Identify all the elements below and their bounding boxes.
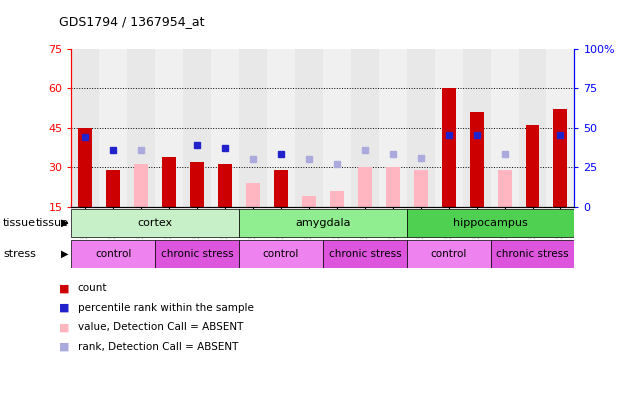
Bar bbox=[379, 49, 407, 207]
Text: ■: ■ bbox=[59, 303, 70, 313]
Bar bbox=[274, 170, 288, 207]
Bar bbox=[239, 49, 267, 207]
Text: chronic stress: chronic stress bbox=[161, 249, 233, 258]
Text: GDS1794 / 1367954_at: GDS1794 / 1367954_at bbox=[59, 15, 204, 28]
Text: chronic stress: chronic stress bbox=[496, 249, 569, 258]
Bar bbox=[414, 170, 428, 207]
Text: stress: stress bbox=[3, 249, 36, 258]
Bar bbox=[211, 49, 239, 207]
Text: rank, Detection Call = ABSENT: rank, Detection Call = ABSENT bbox=[78, 342, 238, 352]
Text: cortex: cortex bbox=[138, 218, 173, 228]
Bar bbox=[435, 49, 463, 207]
Bar bbox=[358, 167, 372, 207]
Bar bbox=[71, 209, 239, 237]
Bar bbox=[491, 239, 574, 268]
Bar bbox=[246, 183, 260, 207]
Bar bbox=[386, 167, 400, 207]
Bar bbox=[127, 49, 155, 207]
Bar bbox=[407, 209, 574, 237]
Text: chronic stress: chronic stress bbox=[329, 249, 401, 258]
Text: value, Detection Call = ABSENT: value, Detection Call = ABSENT bbox=[78, 322, 243, 332]
Bar bbox=[134, 164, 148, 207]
Bar bbox=[407, 239, 491, 268]
Bar bbox=[71, 239, 155, 268]
Bar bbox=[183, 49, 211, 207]
Bar bbox=[525, 125, 540, 207]
Bar bbox=[239, 239, 323, 268]
Bar bbox=[99, 49, 127, 207]
Bar bbox=[553, 109, 568, 207]
Text: amygdala: amygdala bbox=[295, 218, 351, 228]
Text: control: control bbox=[95, 249, 132, 258]
Text: count: count bbox=[78, 284, 107, 293]
Text: hippocampus: hippocampus bbox=[453, 218, 528, 228]
Bar bbox=[519, 49, 546, 207]
Bar bbox=[78, 128, 93, 207]
Text: tissue: tissue bbox=[3, 218, 36, 228]
Text: ▶: ▶ bbox=[61, 249, 68, 258]
Bar bbox=[463, 49, 491, 207]
Bar bbox=[162, 157, 176, 207]
Bar bbox=[155, 239, 239, 268]
Bar bbox=[218, 164, 232, 207]
Text: control: control bbox=[430, 249, 467, 258]
Text: tissue: tissue bbox=[35, 218, 68, 228]
Bar bbox=[106, 170, 120, 207]
Bar bbox=[323, 239, 407, 268]
Bar bbox=[323, 49, 351, 207]
Bar bbox=[469, 112, 484, 207]
Bar bbox=[267, 49, 295, 207]
Bar bbox=[71, 49, 99, 207]
Bar bbox=[491, 49, 519, 207]
Bar bbox=[330, 191, 344, 207]
Text: ■: ■ bbox=[59, 322, 70, 332]
Bar bbox=[497, 170, 512, 207]
Text: ▶: ▶ bbox=[61, 218, 68, 228]
Text: ■: ■ bbox=[59, 284, 70, 293]
Bar bbox=[295, 49, 323, 207]
Text: ■: ■ bbox=[59, 342, 70, 352]
Bar bbox=[302, 196, 316, 207]
Text: percentile rank within the sample: percentile rank within the sample bbox=[78, 303, 253, 313]
Bar bbox=[442, 88, 456, 207]
Bar bbox=[190, 162, 204, 207]
Bar bbox=[155, 49, 183, 207]
Bar bbox=[351, 49, 379, 207]
Bar bbox=[407, 49, 435, 207]
Bar bbox=[546, 49, 574, 207]
Text: control: control bbox=[263, 249, 299, 258]
Bar bbox=[239, 209, 407, 237]
